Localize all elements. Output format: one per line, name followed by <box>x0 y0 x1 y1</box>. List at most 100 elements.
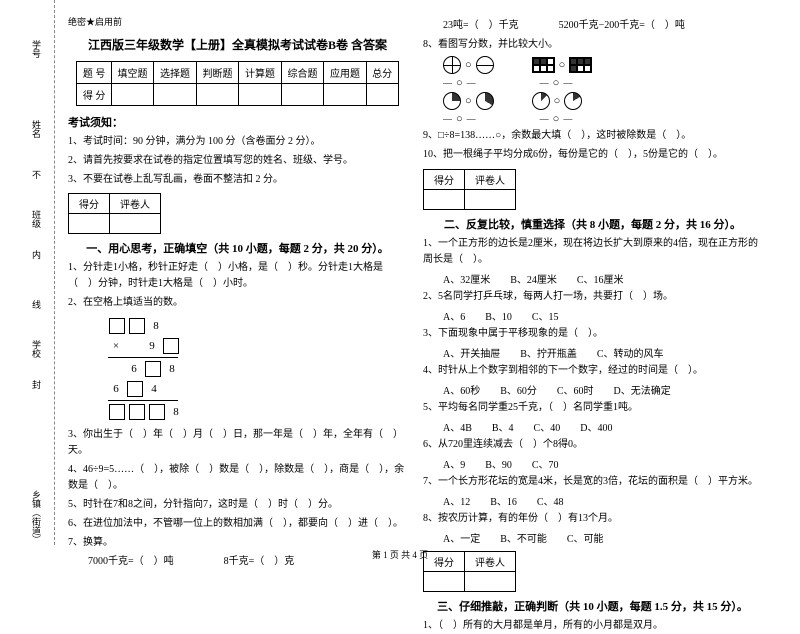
q2-4-opts: A、60秒 B、60分 C、60时 D、无法确定 <box>423 382 762 397</box>
section-2-title: 二、反复比较，慎重选择（共 8 小题，每题 2 分，共 16 分）。 <box>423 216 762 232</box>
digit-box[interactable] <box>129 404 145 420</box>
scorer-score: 得分 <box>69 194 110 214</box>
q1-2: 2、在空格上填适当的数。 <box>68 295 407 311</box>
th-judge: 判断题 <box>196 62 239 84</box>
q2-6: 6、从720里连续减去（ ）个8得0。 <box>423 437 762 453</box>
circle-icon <box>532 92 550 110</box>
circle-icon <box>476 92 494 110</box>
digit-box[interactable] <box>163 338 179 354</box>
q2-3: 3、下面现象中属于平移现象的是（ ）。 <box>423 326 762 342</box>
digit: 4 <box>146 383 162 395</box>
th-comp: 综合题 <box>281 62 324 84</box>
notice-1: 1、考试时间：90 分钟，满分为 100 分（含卷面分 2 分）。 <box>68 134 407 149</box>
grid-icon <box>532 57 555 73</box>
cell[interactable] <box>424 572 465 592</box>
q2-7: 7、一个长方形花坛的宽是4米，长是宽的3倍，花坛的面积是（ ）平方米。 <box>423 474 762 490</box>
multiplication-block: 8 ×9 68 64 8 <box>108 317 407 421</box>
margin-line: 线 <box>30 300 43 309</box>
cell[interactable] <box>111 84 154 106</box>
q2-1-opts: A、32厘米 B、24厘米 C、16厘米 <box>423 271 762 286</box>
q1-4: 4、46÷9=5……（ ），被除（ ）数是（ ），除数是（ ），商是（ ），余数… <box>68 462 407 494</box>
margin-school: 学校 <box>30 340 43 358</box>
margin-name: 姓名 <box>30 120 43 138</box>
grid-icon <box>569 57 592 73</box>
digit-box[interactable] <box>129 318 145 334</box>
q2-2-opts: A、6 B、10 C、15 <box>423 308 762 323</box>
q2-1: 1、一个正方形的边长是2厘米，现在将边长扩大到原来的4倍，现在正方形的周长是（ … <box>423 236 762 268</box>
q1-3: 3、你出生于（ ）年（ ）月（ ）日，那一年是（ ）年，全年有（ ）天。 <box>68 427 407 459</box>
cell[interactable] <box>424 190 465 210</box>
digit-box[interactable] <box>127 381 143 397</box>
cell[interactable] <box>196 84 239 106</box>
margin-inside: 内 <box>30 250 43 259</box>
q2-2: 2、5名同学打乒乓球，每两人打一场，共要打（ ）场。 <box>423 289 762 305</box>
margin-id: 学号 <box>30 40 43 58</box>
th-fill: 填空题 <box>111 62 154 84</box>
binding-margin: 乡镇（街道） 封 学校 线 内 班级 不 姓名 学号 <box>10 0 55 545</box>
cell[interactable] <box>465 190 516 210</box>
circle-icon <box>564 92 582 110</box>
digit-box[interactable] <box>149 404 165 420</box>
notice-3: 3、不要在试卷上乱写乱画，卷面不整洁扣 2 分。 <box>68 172 407 187</box>
notice-title: 考试须知： <box>68 114 407 130</box>
page-container: 绝密★启用前 江西版三年级数学【上册】全真模拟考试试卷B卷 含答案 题 号 填空… <box>0 0 800 545</box>
compare-op[interactable]: ○ <box>456 113 463 125</box>
digit: 6 <box>108 383 124 395</box>
digit-box[interactable] <box>145 361 161 377</box>
th-score: 得 分 <box>77 84 111 106</box>
fraction-figures: ○ ○ —○— —○— ○ ○ —○— —○— <box>423 56 762 125</box>
th-num: 题 号 <box>77 62 111 84</box>
q1-7d: 5200千克−200千克=（ ）吨 <box>559 20 685 31</box>
q2-5-opts: A、4B B、4 C、40 D、400 <box>423 419 762 434</box>
digit-box[interactable] <box>109 318 125 334</box>
compare-op[interactable]: ○ <box>553 113 560 125</box>
cell[interactable] <box>366 84 398 106</box>
q1-5: 5、时针在7和8之间，分针指向7，这时是（ ）时（ ）分。 <box>68 497 407 513</box>
compare-op[interactable]: ○ <box>465 59 472 71</box>
compare-op[interactable]: ○ <box>554 95 561 107</box>
cell[interactable] <box>281 84 324 106</box>
q2-7-opts: A、12 B、16 C、48 <box>423 493 762 508</box>
q2-5: 5、平均每名同学重25千克，（ ）名同学重1吨。 <box>423 400 762 416</box>
score-table: 题 号 填空题 选择题 判断题 计算题 综合题 应用题 总分 得 分 <box>76 61 398 106</box>
left-column: 绝密★启用前 江西版三年级数学【上册】全真模拟考试试卷B卷 含答案 题 号 填空… <box>60 15 415 540</box>
th-calc: 计算题 <box>239 62 282 84</box>
q1-9: 9、□÷8=138……○，余数最大填（ ），这时被除数是（ ）。 <box>423 128 762 144</box>
cell[interactable] <box>465 572 516 592</box>
th-app: 应用题 <box>324 62 367 84</box>
digit: 8 <box>148 320 164 332</box>
cell[interactable] <box>239 84 282 106</box>
q1-7-row2: 23吨=（ ）千克 5200千克−200千克=（ ）吨 <box>423 18 762 34</box>
section-1-title: 一、用心思考，正确填空（共 10 小题，每题 2 分，共 20 分）。 <box>68 240 407 256</box>
notice-2: 2、请首先按要求在试卷的指定位置填写您的姓名、班级、学号。 <box>68 153 407 168</box>
q3-1: 1、（ ）所有的大月都是单月，所有的小月都是双月。 <box>423 618 762 634</box>
th-choice: 选择题 <box>154 62 197 84</box>
scorer-name: 评卷人 <box>110 194 161 214</box>
compare-op[interactable]: ○ <box>456 77 463 89</box>
digit-box[interactable] <box>109 404 125 420</box>
q2-8: 8、按农历计算，有的年份（ ）有13个月。 <box>423 511 762 527</box>
margin-cut: 封 <box>30 380 43 389</box>
exam-title: 江西版三年级数学【上册】全真模拟考试试卷B卷 含答案 <box>68 36 407 53</box>
circle-icon <box>476 56 494 74</box>
digit: 8 <box>168 406 184 418</box>
q2-6-opts: A、9 B、90 C、70 <box>423 456 762 471</box>
cell[interactable] <box>324 84 367 106</box>
scorer-name: 评卷人 <box>465 170 516 190</box>
page-footer: 第 1 页 共 4 页 <box>0 548 800 561</box>
cell[interactable] <box>154 84 197 106</box>
scorer-table-1: 得分评卷人 <box>68 193 161 234</box>
circle-icon <box>443 92 461 110</box>
cell[interactable] <box>110 214 161 234</box>
compare-op[interactable]: ○ <box>559 59 566 71</box>
margin-class: 班级 <box>30 210 43 228</box>
digit: 6 <box>126 363 142 375</box>
q1-1: 1、分针走1小格，秒针正好走（ ）小格，是（ ）秒。分针走1大格是（ ）分钟，时… <box>68 260 407 292</box>
cell[interactable] <box>69 214 110 234</box>
circle-icon <box>443 56 461 74</box>
compare-op[interactable]: ○ <box>465 95 472 107</box>
margin-no: 不 <box>30 170 43 179</box>
times-sign: × <box>108 340 124 352</box>
th-total: 总分 <box>366 62 398 84</box>
compare-op[interactable]: ○ <box>553 77 560 89</box>
